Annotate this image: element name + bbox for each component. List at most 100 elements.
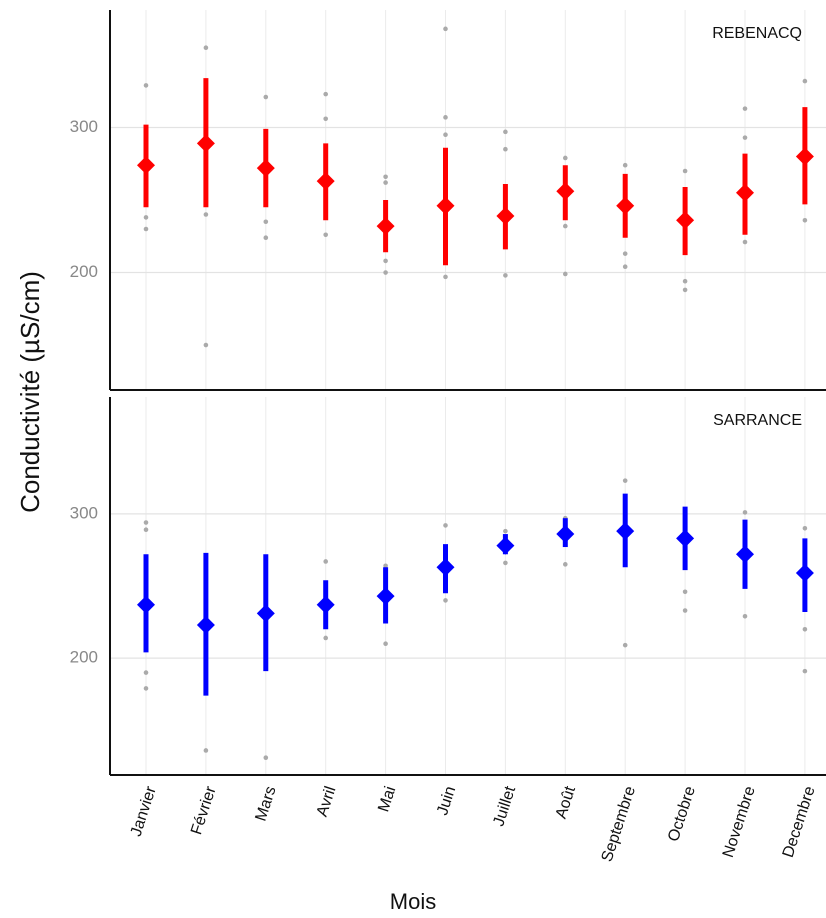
raw-point (383, 174, 388, 180)
x-tick-label: Septembre (599, 784, 639, 864)
raw-point (443, 132, 448, 138)
raw-point (802, 218, 808, 223)
mean-marker (376, 587, 395, 606)
raw-point (503, 129, 508, 135)
raw-point (622, 264, 628, 270)
mean-marker (376, 217, 395, 236)
raw-point (203, 342, 209, 348)
x-tick-label: Février (188, 784, 220, 837)
raw-point (443, 115, 448, 120)
raw-point (143, 226, 149, 232)
raw-point (143, 686, 149, 691)
x-tick-label: Mai (375, 784, 399, 814)
raw-point (323, 635, 329, 641)
mean-marker (316, 172, 335, 191)
raw-point (503, 146, 508, 152)
mean-marker (256, 604, 275, 623)
mean-marker (137, 595, 155, 614)
mean-marker (676, 211, 695, 230)
raw-point (323, 116, 329, 122)
raw-point (802, 626, 808, 632)
raw-point (383, 563, 388, 569)
x-tick-label: Juin (434, 784, 459, 817)
raw-point (383, 270, 388, 275)
raw-point (622, 478, 628, 483)
mean-marker (436, 196, 455, 215)
x-tick-label: Janvier (128, 784, 160, 839)
x-tick-label: Mars (252, 784, 279, 823)
raw-point (383, 180, 388, 185)
y-tick-label: 200 (70, 648, 98, 667)
y-tick-label: 300 (70, 117, 98, 136)
raw-point (742, 135, 748, 140)
mean-marker (496, 536, 515, 555)
raw-point (263, 219, 269, 225)
raw-point (742, 106, 748, 111)
raw-point (143, 215, 149, 220)
mean-marker (316, 595, 335, 614)
mean-marker (795, 147, 814, 166)
raw-point (443, 274, 448, 280)
x-tick-label: Avril (314, 784, 340, 819)
raw-point (682, 278, 688, 284)
raw-point (203, 748, 209, 753)
x-tick-label: Decembre (780, 784, 819, 860)
mean-marker (795, 564, 814, 583)
x-tick-label: Juillet (490, 784, 519, 829)
mean-marker (256, 159, 275, 178)
y-tick-label: 200 (70, 262, 98, 281)
raw-point (323, 559, 329, 564)
raw-point (323, 91, 329, 97)
mean-marker (196, 615, 215, 634)
raw-point (263, 235, 269, 241)
raw-point (742, 239, 748, 245)
raw-point (203, 212, 209, 217)
x-tick-label: Octobre (665, 784, 699, 843)
mean-marker (496, 206, 515, 225)
raw-point (503, 560, 508, 566)
raw-point (143, 83, 149, 88)
raw-point (682, 608, 688, 613)
mean-marker (196, 134, 215, 153)
raw-point (742, 510, 748, 515)
raw-point (563, 223, 568, 229)
raw-point (682, 589, 688, 595)
mean-marker (736, 183, 754, 202)
x-axis-label: Mois (390, 889, 436, 914)
raw-point (263, 94, 269, 100)
mean-marker (556, 525, 575, 544)
mean-marker (736, 545, 754, 564)
raw-point (802, 78, 808, 84)
y-tick-label: 300 (70, 503, 98, 522)
raw-point (802, 525, 808, 531)
raw-point (323, 232, 329, 238)
raw-point (383, 641, 388, 647)
raw-point (263, 755, 269, 760)
raw-point (143, 520, 149, 525)
raw-point (443, 523, 448, 528)
x-tick-label: Août (553, 784, 580, 821)
mean-marker (616, 196, 635, 215)
mean-marker (616, 522, 635, 541)
raw-point (563, 155, 568, 161)
raw-point (143, 670, 149, 675)
raw-point (802, 668, 808, 674)
raw-point (503, 273, 508, 278)
raw-point (203, 45, 209, 51)
mean-marker (676, 529, 695, 548)
raw-point (622, 251, 628, 256)
raw-point (563, 271, 568, 277)
raw-point (622, 642, 628, 648)
raw-point (503, 528, 508, 534)
raw-point (682, 287, 688, 293)
mean-marker (137, 156, 155, 175)
raw-point (443, 598, 448, 603)
mean-marker (556, 182, 575, 201)
raw-point (563, 562, 568, 567)
x-tick-label: Novembre (720, 784, 759, 860)
panel-title: REBENACQ (712, 25, 802, 42)
panel-title: SARRANCE (713, 412, 802, 429)
y-axis-label: Conductivité (µS/cm) (15, 271, 45, 513)
raw-point (622, 162, 628, 168)
